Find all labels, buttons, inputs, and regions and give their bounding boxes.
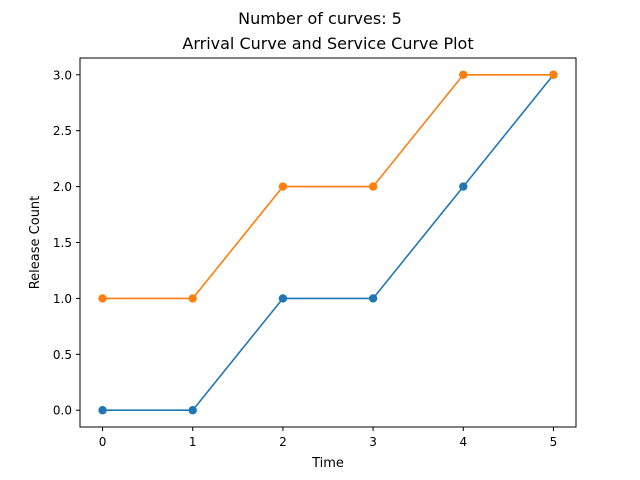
x-ticks: 0 1 2 3 4 5 xyxy=(99,427,558,449)
y-tick-label: 0.0 xyxy=(53,404,72,418)
series-1 xyxy=(98,70,558,415)
y-tick-label: 2.0 xyxy=(53,180,72,194)
data-point xyxy=(459,70,468,79)
x-tick-label: 4 xyxy=(459,435,467,449)
plot-area: 0 1 2 3 4 5 0.0 0.5 1.0 1.5 2.0 2.5 3.0 xyxy=(53,57,577,449)
data-point xyxy=(368,182,378,191)
series-line xyxy=(102,73,554,300)
x-tick-label: 1 xyxy=(189,435,197,449)
data-point xyxy=(188,294,197,303)
series-2 xyxy=(98,70,558,303)
data-point xyxy=(549,70,558,79)
data-point xyxy=(188,406,197,415)
x-tick-label: 5 xyxy=(550,435,558,449)
y-tick-label: 1.0 xyxy=(53,292,72,306)
series-line xyxy=(102,74,555,412)
data-point xyxy=(368,294,378,303)
chart-suptitle: Number of curves: 5 xyxy=(238,9,402,28)
x-tick-label: 0 xyxy=(99,435,107,449)
y-tick-label: 1.5 xyxy=(53,236,72,250)
y-ticks: 0.0 0.5 1.0 1.5 2.0 2.5 3.0 xyxy=(53,68,80,418)
data-point xyxy=(98,406,107,415)
x-tick-label: 3 xyxy=(369,435,377,449)
data-point xyxy=(98,294,107,303)
x-tick-label: 2 xyxy=(279,435,287,449)
chart-title: Arrival Curve and Service Curve Plot xyxy=(182,34,473,53)
y-tick-label: 3.0 xyxy=(53,68,72,82)
data-point xyxy=(278,294,288,303)
data-point xyxy=(459,182,468,191)
axes-frame xyxy=(79,57,577,428)
series-layer xyxy=(98,70,558,415)
y-axis-label: Release Count xyxy=(28,196,43,290)
y-tick-label: 2.5 xyxy=(53,124,72,138)
data-point xyxy=(278,182,288,191)
y-tick-label: 0.5 xyxy=(53,348,72,362)
x-axis-label: Time xyxy=(311,456,344,471)
